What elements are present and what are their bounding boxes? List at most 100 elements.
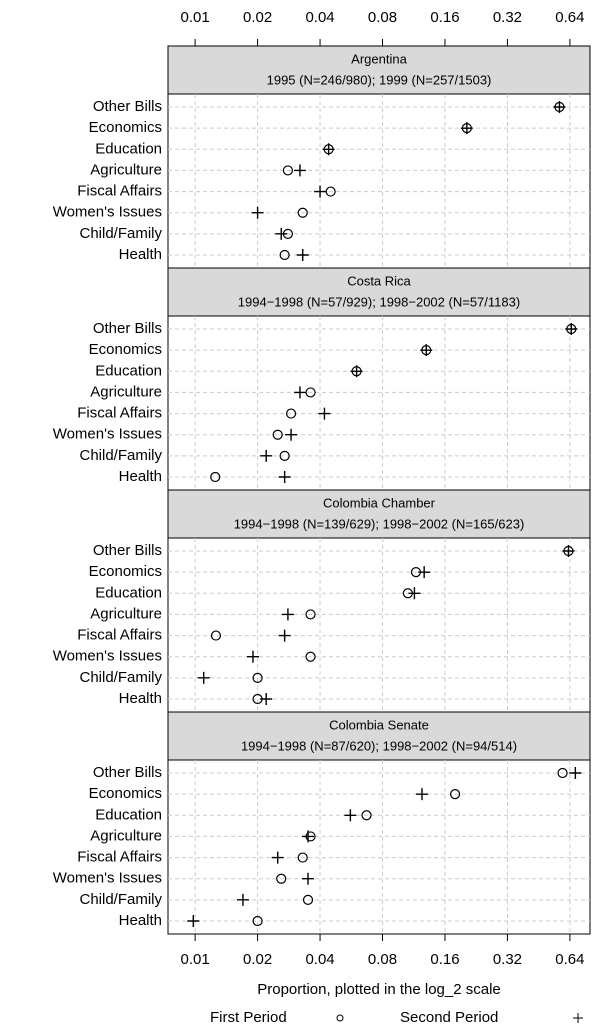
category-label: Other Bills — [93, 320, 162, 337]
category-label: Economics — [89, 341, 162, 358]
strip — [167, 267, 591, 317]
legend-label: Second Period — [400, 1009, 498, 1026]
category-label: Child/Family — [79, 225, 162, 242]
second-period-marker — [187, 915, 200, 927]
second-period-marker — [318, 407, 331, 420]
legend-label: First Period — [210, 1009, 287, 1026]
panel-subtitle: 1994−1998 (N=139/629); 1998−2002 (N=165/… — [234, 516, 525, 531]
first-period-marker — [272, 429, 283, 440]
second-period-marker — [344, 809, 357, 822]
panel-title: Colombia Chamber — [323, 495, 436, 510]
second-period-marker — [236, 893, 249, 906]
panel-frame — [167, 315, 591, 491]
panel-subtitle: 1994−1998 (N=57/929); 1998−2002 (N=57/11… — [238, 294, 520, 309]
category-label: Economics — [89, 785, 162, 802]
second-period-marker — [278, 471, 291, 483]
panel-subtitle: 1995 (N=246/980); 1999 (N=257/1503) — [267, 72, 492, 87]
second-period-marker — [275, 227, 288, 240]
first-period-marker — [449, 789, 461, 800]
panel-title: Colombia Senate — [329, 717, 429, 732]
category-label: Health — [119, 468, 162, 485]
category-label: Other Bills — [93, 542, 162, 559]
first-period-marker — [297, 852, 308, 863]
legend-marker — [336, 1014, 344, 1022]
category-label: Child/Family — [79, 891, 162, 908]
first-period-marker — [252, 915, 263, 927]
second-period-marker — [271, 851, 284, 864]
panel-frame — [167, 759, 591, 935]
category-label: Fiscal Affairs — [77, 627, 162, 644]
panel-subtitle: 1994−1998 (N=87/620); 1998−2002 (N=94/51… — [241, 738, 517, 753]
category-label: Women's Issues — [53, 648, 162, 665]
x-tick-label: 0.04 — [305, 9, 334, 26]
first-period-marker — [252, 672, 263, 683]
second-period-marker — [281, 608, 294, 621]
second-period-marker — [293, 386, 306, 399]
first-period-marker — [210, 630, 222, 641]
x-tick-label: 0.01 — [181, 9, 210, 26]
category-label: Fiscal Affairs — [77, 849, 162, 866]
category-label: Agriculture — [90, 383, 162, 400]
second-period-marker — [260, 693, 273, 705]
category-label: Education — [95, 806, 162, 823]
first-period-marker — [276, 873, 287, 884]
x-tick-label: 0.08 — [368, 9, 397, 26]
first-period-marker — [210, 471, 221, 483]
second-period-marker — [314, 185, 327, 198]
x-tick-label: 0.32 — [493, 951, 522, 968]
category-label: Health — [119, 690, 162, 707]
category-label: Health — [119, 246, 162, 263]
category-label: Other Bills — [93, 98, 162, 115]
first-period-marker — [325, 186, 336, 197]
second-period-marker — [251, 206, 264, 219]
first-period-marker — [305, 387, 316, 398]
second-period-marker — [278, 629, 291, 642]
category-label: Education — [95, 584, 162, 601]
strip — [167, 711, 591, 761]
second-period-marker — [197, 671, 210, 684]
x-tick-label: 0.64 — [555, 951, 584, 968]
category-label: Child/Family — [79, 447, 162, 464]
category-label: Agriculture — [90, 161, 162, 178]
first-period-marker — [305, 609, 316, 620]
x-tick-label: 0.16 — [430, 9, 459, 26]
second-period-marker — [246, 650, 259, 663]
x-tick-label: 0.08 — [368, 951, 397, 968]
second-period-marker — [562, 545, 575, 557]
category-label: Education — [95, 140, 162, 157]
category-label: Education — [95, 362, 162, 379]
category-label: Fiscal Affairs — [77, 183, 162, 200]
category-label: Women's Issues — [53, 870, 162, 887]
x-tick-label: 0.64 — [555, 9, 584, 26]
first-period-marker — [361, 810, 372, 821]
x-tick-label: 0.04 — [305, 951, 334, 968]
first-period-marker — [279, 450, 290, 461]
category-label: Economics — [89, 119, 162, 136]
second-period-marker — [416, 788, 429, 801]
panel-title: Costa Rica — [347, 273, 411, 288]
second-period-marker — [302, 872, 315, 885]
category-label: Agriculture — [90, 827, 162, 844]
strip — [167, 489, 591, 539]
panel-frame — [167, 537, 591, 713]
second-period-marker — [350, 365, 363, 378]
category-label: Women's Issues — [53, 426, 162, 443]
first-period-marker — [285, 408, 297, 419]
category-label: Other Bills — [93, 764, 162, 781]
category-label: Economics — [89, 563, 162, 580]
first-period-marker — [282, 165, 294, 176]
x-tick-label: 0.32 — [493, 9, 522, 26]
second-period-marker — [296, 249, 309, 261]
x-tick-label: 0.01 — [181, 951, 210, 968]
category-label: Health — [119, 912, 162, 929]
second-period-marker — [569, 767, 582, 779]
x-tick-label: 0.02 — [243, 951, 272, 968]
x-axis-label: Proportion, plotted in the log_2 scale — [257, 981, 501, 998]
x-tick-label: 0.02 — [243, 9, 272, 26]
second-period-marker — [285, 428, 298, 441]
second-period-marker — [293, 164, 306, 177]
second-period-marker — [302, 830, 315, 843]
first-period-marker — [279, 249, 290, 261]
first-period-marker — [297, 207, 308, 218]
panel-frame — [167, 93, 591, 269]
